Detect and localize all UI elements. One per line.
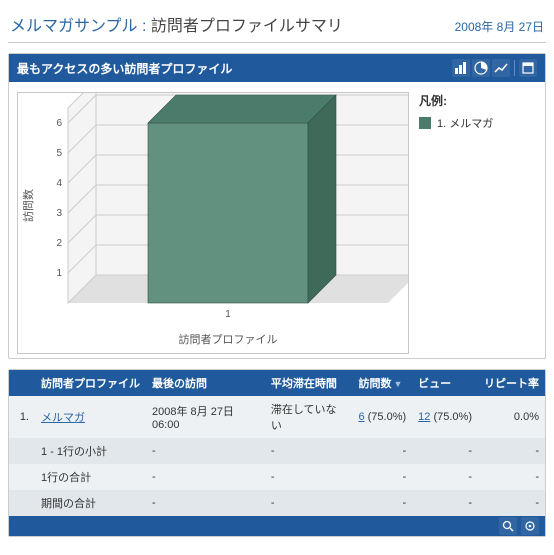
svg-text:訪問数: 訪問数 (21, 189, 35, 222)
views-link[interactable]: 12 (418, 411, 430, 423)
table-row: 期間の合計 - - - - - (9, 490, 545, 516)
chart-canvas: 1 2 3 4 5 6 1 訪問者プロファイル 訪問数 (17, 92, 409, 354)
chart-legend: 凡例: 1. メルマガ (419, 92, 493, 131)
page-header: メルマガサンプル : 訪問者プロファイルサマリ 2008年 8月 27日 (8, 8, 546, 43)
visits-link[interactable]: 6 (358, 411, 364, 423)
toolbar-separator (514, 60, 515, 76)
trend-chart-icon[interactable] (492, 59, 510, 77)
table-row: 1. メルマガ 2008年 8月 27日 06:00 滞在していない 6 (75… (9, 396, 545, 438)
legend-swatch (419, 117, 431, 129)
chart-panel: 最もアクセスの多い訪問者プロファイル 1 2 3 4 5 6 1 訪問者プロファイル 訪問数 凡… (8, 53, 546, 359)
svg-text:4: 4 (56, 178, 62, 189)
sort-desc-icon: ▼ (393, 379, 402, 389)
legend-title: 凡例: (419, 92, 493, 109)
table-panel: 訪問者プロファイル 最後の訪問 平均滞在時間 訪問数▼ ビュー リピート率 1.… (8, 369, 546, 537)
svg-text:6: 6 (56, 118, 62, 129)
bar-chart-icon[interactable] (452, 59, 470, 77)
svg-text:1: 1 (225, 309, 231, 320)
settings-icon[interactable] (521, 517, 539, 535)
table-footer-bar (9, 516, 545, 536)
chart-area: 1 2 3 4 5 6 1 訪問者プロファイル 訪問数 凡例: 1. メルマガ (9, 82, 545, 358)
title-main: 訪問者プロファイルサマリ (151, 18, 343, 35)
svg-text:3: 3 (56, 208, 62, 219)
legend-item: 1. メルマガ (419, 115, 493, 131)
table-row: 1 - 1行の小計 - - - - - (9, 438, 545, 464)
col-visits[interactable]: 訪問数▼ (352, 370, 412, 396)
col-profile[interactable]: 訪問者プロファイル (35, 370, 146, 396)
col-repeat[interactable]: リピート率 (478, 370, 545, 396)
expand-icon[interactable] (519, 59, 537, 77)
table-header-row: 訪問者プロファイル 最後の訪問 平均滞在時間 訪問数▼ ビュー リピート率 (9, 370, 545, 396)
chart-panel-title: 最もアクセスの多い訪問者プロファイル (17, 60, 232, 77)
chart-panel-header: 最もアクセスの多い訪問者プロファイル (9, 54, 545, 82)
profile-link[interactable]: メルマガ (41, 412, 85, 424)
svg-text:5: 5 (56, 148, 62, 159)
pie-chart-icon[interactable] (472, 59, 490, 77)
page-title: メルマガサンプル : 訪問者プロファイルサマリ (10, 12, 343, 36)
chart-toolbar (452, 59, 537, 77)
bar-chart-3d: 1 2 3 4 5 6 1 訪問者プロファイル 訪問数 (18, 93, 408, 353)
col-views[interactable]: ビュー (412, 370, 478, 396)
data-table: 訪問者プロファイル 最後の訪問 平均滞在時間 訪問数▼ ビュー リピート率 1.… (9, 370, 545, 516)
report-date: 2008年 8月 27日 (455, 18, 544, 35)
svg-text:訪問者プロファイル: 訪問者プロファイル (179, 332, 278, 346)
col-avg-stay[interactable]: 平均滞在時間 (265, 370, 353, 396)
col-last-visit[interactable]: 最後の訪問 (146, 370, 265, 396)
svg-text:2: 2 (56, 238, 62, 249)
legend-label: 1. メルマガ (437, 115, 493, 131)
magnify-icon[interactable] (499, 517, 517, 535)
table-row: 1行の合計 - - - - - (9, 464, 545, 490)
svg-text:1: 1 (56, 268, 62, 279)
title-context: メルマガサンプル (10, 18, 138, 35)
